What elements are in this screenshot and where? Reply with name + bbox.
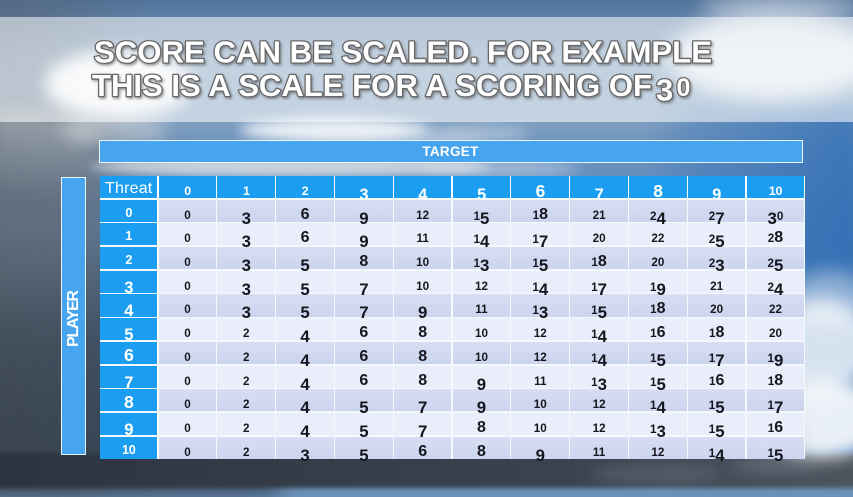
svg-text:3: 3 xyxy=(656,73,673,108)
svg-text:SCORE CAN BE SCALED. FOR EXAMP: SCORE CAN BE SCALED. FOR EXAMPLE xyxy=(94,35,712,70)
svg-text:THIS IS A SCALE FOR A SCORING: THIS IS A SCALE FOR A SCORING OF xyxy=(92,68,652,103)
svg-text:0: 0 xyxy=(677,74,691,102)
